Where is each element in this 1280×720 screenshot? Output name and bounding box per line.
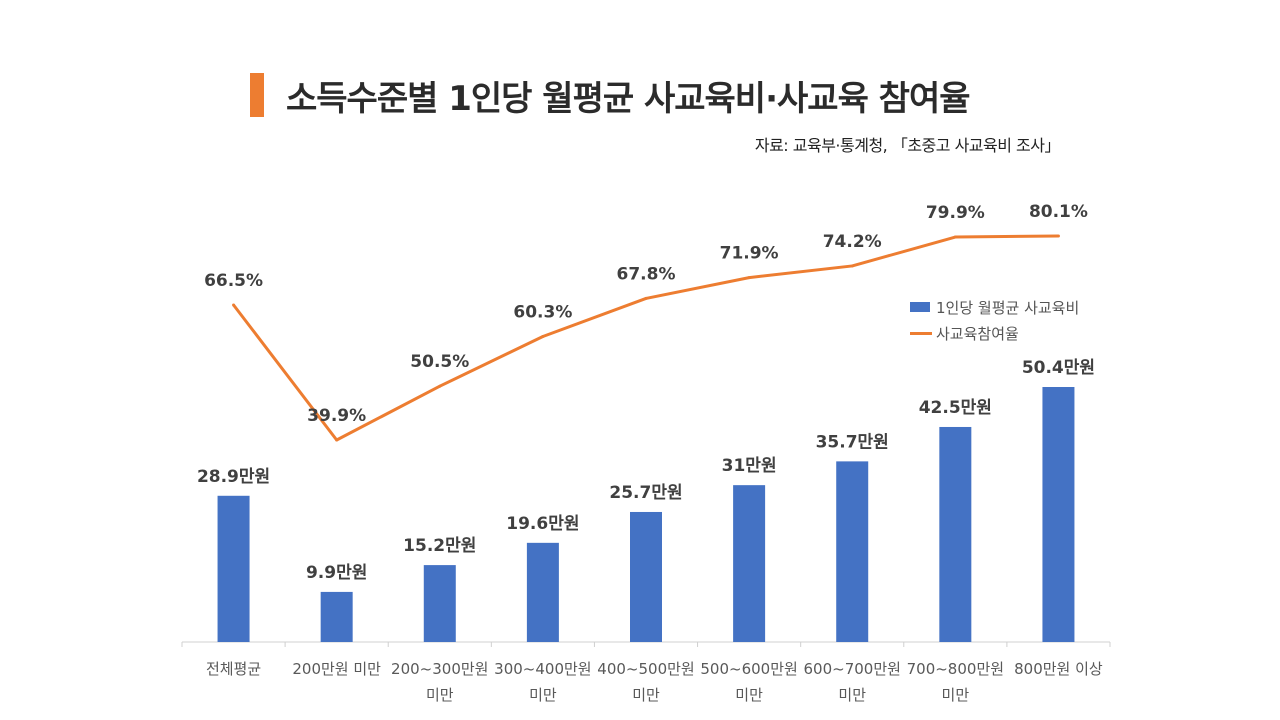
line-label-1: 66.5% [204,271,263,291]
bar-label-5: 25.7만원 [609,483,682,503]
bar-3 [423,565,456,642]
line-label-5: 67.8% [617,264,676,284]
bar-8 [939,426,972,642]
line-point-7 [850,264,854,268]
bar-4 [526,542,559,642]
line-label-4: 60.3% [513,302,572,322]
bar-7 [836,461,869,642]
x-tick-label-2: 200만원 미만 [292,660,381,678]
bar-label-6: 31만원 [722,456,777,476]
legend-line-label: 사교육참여율 [936,324,1019,343]
bar-label-4: 19.6만원 [506,514,579,534]
line-point-4 [541,334,545,338]
legend-item-bar: 1인당 월평균 사교육비 [910,294,1079,320]
x-tick-label-1: 전체평균 [206,660,261,678]
x-tick-label-9: 800만원 이상 [1014,660,1103,678]
line-point-2 [335,438,339,442]
x-tick-label-8-line2: 미만 [942,686,970,704]
bar-2 [320,591,353,642]
x-tick-label-4-line2: 미만 [529,686,557,704]
chart-title: 소득수준별 1인당 월평균 사교육비·사교육 참여율 [286,78,971,119]
bar-9 [1042,387,1075,642]
line-label-8: 79.9% [926,203,985,223]
line-point-3 [438,384,442,388]
legend: 1인당 월평균 사교육비 사교육참여율 [910,294,1079,346]
line-label-9: 80.1% [1029,202,1088,222]
bar-label-8: 42.5만원 [919,398,992,418]
x-tick-label-3: 200~300만원 [391,660,488,678]
line-point-6 [747,276,751,280]
x-tick-label-4: 300~400만원 [494,660,591,678]
line-point-5 [644,296,648,300]
line-label-2: 39.9% [307,406,366,426]
bar-label-3: 15.2만원 [403,536,476,556]
title-accent-bar [250,73,264,117]
line-label-6: 71.9% [720,244,779,264]
legend-line-swatch [910,331,932,335]
x-tick-label-8: 700~800만원 [907,660,1004,678]
line-point-8 [953,235,957,239]
source-note: 자료: 교육부·통계청, 「초중고 사교육비 조사」 [754,136,1061,155]
bar-label-1: 28.9만원 [197,467,270,487]
x-tick-label-3-line2: 미만 [426,686,454,704]
legend-bar-label: 1인당 월평균 사교육비 [936,298,1080,317]
legend-item-line: 사교육참여율 [910,320,1079,346]
bar-5 [630,511,662,642]
bar-1 [217,495,250,642]
x-tick-label-7: 600~700만원 [804,660,901,678]
x-tick-label-5-line2: 미만 [632,686,660,704]
x-tick-label-5: 400~500만원 [597,660,694,678]
bar-6 [733,485,766,642]
line-point-9 [1056,234,1060,238]
x-tick-label-6-line2: 미만 [735,686,763,704]
line-point-1 [232,303,236,307]
legend-bar-swatch [910,302,930,312]
line-label-3: 50.5% [410,352,469,372]
line-label-7: 74.2% [823,232,882,252]
x-tick-label-7-line2: 미만 [838,686,866,704]
x-tick-label-6: 500~600만원 [700,660,797,678]
bar-label-7: 35.7만원 [816,432,889,452]
title-block: 소득수준별 1인당 월평균 사교육비·사교육 참여율 [250,72,971,119]
bar-label-2: 9.9만원 [306,563,367,583]
bar-label-9: 50.4만원 [1022,358,1095,378]
